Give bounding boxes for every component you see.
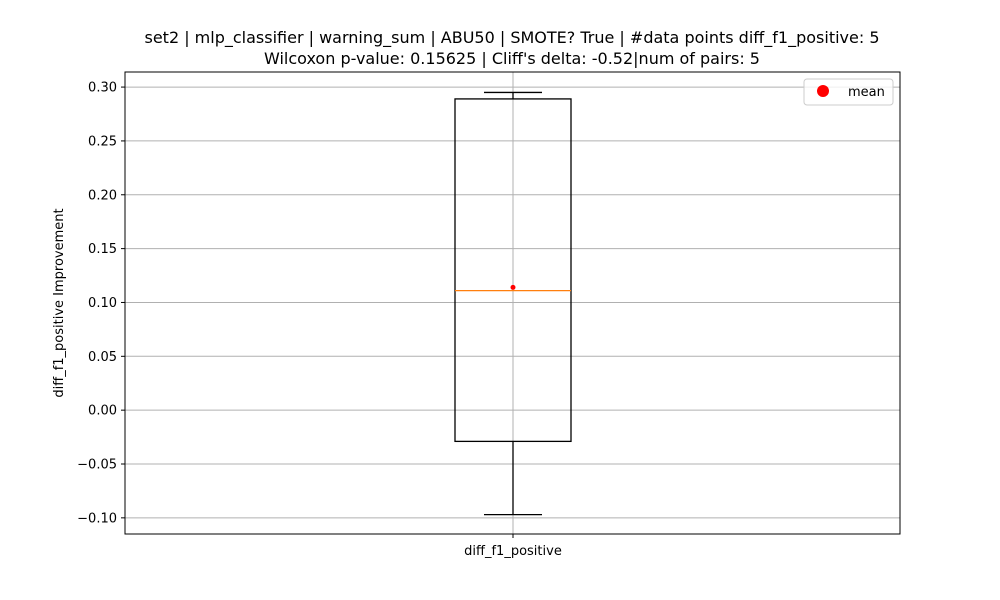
chart-title-line-2: Wilcoxon p-value: 0.15625 | Cliff's delt… bbox=[264, 49, 760, 68]
chart-title-line-1: set2 | mlp_classifier | warning_sum | AB… bbox=[144, 28, 879, 48]
interquartile-box bbox=[454, 98, 572, 443]
y-axis: −0.10 −0.05 0.00 0.05 0.10 0.15 0.20 0.25 0.30 bbox=[77, 81, 125, 526]
x-tick-label: diff_f1_positive bbox=[464, 544, 562, 559]
legend-mean-label: mean bbox=[848, 85, 885, 100]
y-tick-label: −0.05 bbox=[77, 458, 117, 473]
y-tick-label: 0.20 bbox=[88, 188, 117, 203]
y-tick-label: 0.30 bbox=[88, 81, 117, 96]
mean-marker bbox=[510, 284, 516, 290]
plot-frame bbox=[124, 71, 901, 535]
y-tick-label: 0.25 bbox=[88, 134, 117, 149]
y-tick-label: 0.00 bbox=[88, 404, 117, 419]
y-tick-label: 0.15 bbox=[88, 242, 117, 257]
x-axis: diff_f1_positive bbox=[464, 534, 562, 559]
y-tick-label: 0.10 bbox=[88, 296, 117, 311]
y-tick-label: −0.10 bbox=[77, 511, 117, 526]
y-tick-label: 0.05 bbox=[88, 350, 117, 365]
legend: mean bbox=[803, 78, 894, 106]
legend-box bbox=[803, 78, 894, 106]
legend-mean-marker bbox=[817, 85, 829, 97]
box-series bbox=[454, 91, 572, 516]
y-axis-label: diff_f1_positive Improvement bbox=[52, 208, 67, 397]
